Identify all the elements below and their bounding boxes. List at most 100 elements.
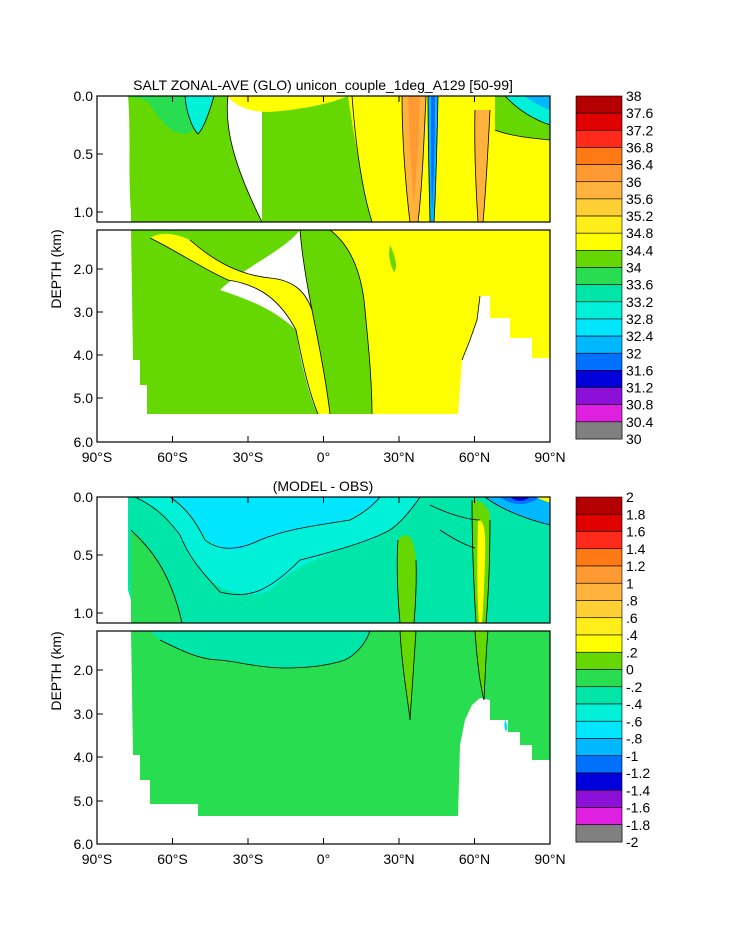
colorbar-swatch: [575, 789, 623, 808]
colorbar-swatch: [575, 686, 623, 705]
colorbar-swatch: [575, 335, 623, 354]
colorbar-swatch: [575, 301, 623, 320]
colorbar-swatch: [575, 404, 623, 423]
colorbar-swatch: [575, 807, 623, 826]
bottom-panel: (MODEL - OBS): [48, 478, 650, 867]
colorbar-label: 34.4: [626, 242, 653, 258]
colorbar-label: 33.2: [626, 294, 653, 310]
colorbar-label: 36.4: [626, 157, 653, 173]
bottom-y-axis-label: DEPTH (km): [48, 631, 64, 710]
colorbar-label: 31.6: [626, 362, 653, 378]
bottom-y-ticks: 0.0 0.5 1.0 2.0 3.0 4.0 5.0 6.0: [74, 489, 103, 852]
region-meddy-core: [408, 96, 420, 205]
x-tick-label: 30°N: [383, 449, 414, 465]
region-bias-shelf-green: [131, 530, 182, 623]
colorbar-label: 1.8: [626, 506, 646, 522]
y-tick-label: 0.5: [74, 547, 94, 563]
colorbar-label: 32.4: [626, 328, 653, 344]
x-tick-label: 60°N: [459, 851, 490, 867]
colorbar-swatch: [575, 421, 623, 440]
y-tick-label: 4.0: [74, 347, 94, 363]
colorbar-swatch: [575, 669, 623, 688]
colorbar-label: 34.8: [626, 225, 653, 241]
colorbar-swatch: [575, 565, 623, 584]
colorbar-swatch: [575, 352, 623, 371]
colorbar-swatch: [575, 617, 623, 636]
colorbar-label: .8: [626, 593, 638, 609]
colorbar-label: 30: [626, 431, 642, 447]
region-deep-green-wedge: [300, 230, 372, 414]
region-bias-med-plume: [400, 631, 416, 720]
colorbar-label: -.6: [626, 713, 643, 729]
x-tick-label: 30°N: [383, 851, 414, 867]
bottom-lower-field: [97, 631, 550, 844]
bottom-x-ticks: 90°S 60°S 30°S 0° 30°N 60°N 90°N: [82, 497, 566, 867]
contour-lines: [130, 497, 550, 623]
colorbar-swatch: [575, 513, 623, 532]
x-tick-label: 60°N: [459, 449, 490, 465]
y-tick-label: 5.0: [74, 793, 94, 809]
region-south-gyre-yellow: [228, 96, 348, 112]
top-x-ticks: 90°S 60°S 30°S 0° 30°N 60°N 90°N: [82, 96, 566, 465]
colorbar-swatch: [575, 147, 623, 165]
top-lower-field: [97, 230, 550, 442]
region-bias-med-green: [397, 535, 417, 623]
top-panel: SALT ZONAL-AVE (GLO) unicon_couple_1deg_…: [48, 77, 653, 465]
colorbar-label: 35.6: [626, 191, 653, 207]
colorbar-label: 33.6: [626, 277, 653, 293]
colorbar-swatch: [575, 95, 623, 114]
y-tick-label: 4.0: [74, 749, 94, 765]
x-tick-label: 90°S: [82, 851, 113, 867]
y-tick-label: 0.0: [74, 489, 94, 505]
colorbar-label: 36: [626, 174, 642, 190]
colorbar-label: -1.4: [626, 782, 650, 798]
colorbar-swatch: [575, 284, 623, 303]
top-y-ticks: 0.0 0.5 1.0 2.0 3.0 4.0 5.0 6.0: [74, 88, 103, 450]
top-chart-title: SALT ZONAL-AVE (GLO) unicon_couple_1deg_…: [133, 77, 513, 93]
colorbar-swatch: [575, 634, 623, 653]
colorbar-swatch: [575, 130, 623, 148]
x-tick-label: 30°S: [233, 449, 264, 465]
x-tick-label: 90°N: [534, 449, 565, 465]
top-upper-field: [97, 96, 550, 222]
colorbar-label: 30.8: [626, 397, 653, 413]
colorbar-swatch: [575, 164, 623, 183]
colorbar-swatch: [575, 387, 623, 405]
region-deep-yellow: [150, 233, 330, 414]
region-deep-south-green: [131, 230, 318, 414]
y-tick-label: 2.0: [74, 261, 94, 277]
y-tick-label: 5.0: [74, 390, 94, 406]
y-tick-label: 0.0: [74, 88, 94, 104]
colorbar-swatch: [575, 112, 623, 131]
colorbar-swatch: [575, 531, 623, 550]
colorbar-swatch: [575, 703, 623, 722]
x-tick-label: 0°: [317, 851, 330, 867]
colorbar-label: 1: [626, 575, 634, 591]
region-seafloor-lat-green: [389, 245, 397, 272]
colorbar-label: 1.4: [626, 541, 646, 557]
colorbar-label: 37.2: [626, 122, 653, 138]
colorbar-label: 30.4: [626, 414, 653, 430]
colorbar-label: .4: [626, 627, 638, 643]
colorbar-swatch: [575, 651, 623, 670]
colorbar-label: .6: [626, 610, 638, 626]
colorbar-swatch: [575, 582, 623, 601]
region-bias-arctic-dark: [510, 497, 530, 501]
colorbar-swatch: [575, 267, 623, 285]
x-tick-label: 60°S: [157, 449, 188, 465]
colorbar-label: -.2: [626, 679, 643, 695]
colorbar-label: 32: [626, 345, 642, 361]
colorbar-swatch: [575, 600, 623, 619]
colorbar-label: 36.8: [626, 139, 653, 155]
region-bias-deep-cyan: [150, 631, 370, 668]
colorbar-label: 1.2: [626, 558, 646, 574]
x-tick-label: 90°S: [82, 449, 113, 465]
colorbar-label: -.8: [626, 731, 643, 747]
colorbar-label: 35.2: [626, 208, 653, 224]
colorbar-swatch: [575, 548, 623, 567]
contour-lines: [184, 96, 550, 222]
colorbar-swatch: [575, 318, 623, 337]
colorbar-swatch: [575, 755, 623, 774]
y-tick-label: 2.0: [74, 662, 94, 678]
colorbar-label: -1: [626, 748, 639, 764]
